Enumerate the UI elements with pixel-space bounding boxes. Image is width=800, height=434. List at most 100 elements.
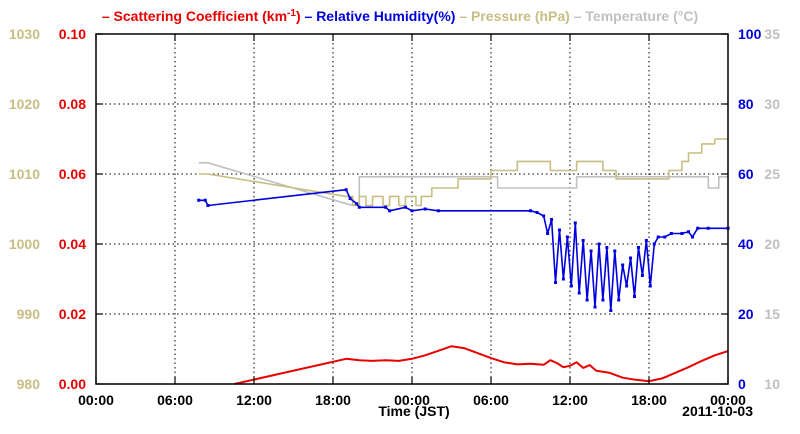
rh-point xyxy=(644,239,648,242)
x-tick-label: 18:00 xyxy=(315,392,351,408)
legend-entry-scat: – xyxy=(102,8,114,24)
rh-point xyxy=(597,242,601,246)
rh-point xyxy=(344,188,348,192)
date-label: 2011-10-03 xyxy=(682,403,753,419)
x-tick-label: 12:00 xyxy=(552,392,588,408)
rh-point xyxy=(663,235,667,239)
x-tick-label: 00:00 xyxy=(78,392,114,408)
scat-axis-tick-label: 0.04 xyxy=(59,236,86,252)
rh-point xyxy=(569,284,573,288)
rh-point xyxy=(648,284,652,288)
rh-point xyxy=(656,235,660,239)
legend-entry-rh: – xyxy=(301,8,317,24)
rh-point xyxy=(423,207,427,211)
rh-point xyxy=(535,211,539,214)
pres-axis-tick-label: 1000 xyxy=(9,236,40,252)
rh-series xyxy=(197,188,730,312)
rh-point xyxy=(589,249,593,253)
rh-point xyxy=(529,209,532,213)
scat-series xyxy=(234,345,729,385)
pres-axis-tick-label: 1020 xyxy=(9,96,40,112)
rh-point xyxy=(609,309,613,312)
rh-point xyxy=(669,232,673,235)
rh-point xyxy=(640,274,644,277)
x-tick-label: 12:00 xyxy=(236,392,272,408)
pres-axis-tick-label: 980 xyxy=(17,376,41,392)
x-tick-label: 00:00 xyxy=(710,392,746,408)
temp-axis-tick-label: 35 xyxy=(764,26,780,42)
scat-line xyxy=(234,345,729,385)
grid xyxy=(96,34,728,384)
rh-point xyxy=(197,198,201,202)
rh-point xyxy=(617,298,621,302)
rh-axis-tick-label: 0 xyxy=(738,376,746,392)
rh-point xyxy=(384,205,388,209)
rh-point xyxy=(206,204,210,207)
rh-axis-tick-label: 20 xyxy=(738,306,754,322)
rh-point xyxy=(557,228,561,232)
rh-point xyxy=(633,295,637,298)
rh-point xyxy=(403,205,407,209)
pres-line xyxy=(198,138,728,207)
pres-axis-tick-label: 990 xyxy=(17,306,41,322)
temp-line xyxy=(198,162,728,206)
rh-point xyxy=(696,226,700,230)
rh-point xyxy=(621,263,625,267)
rh-point xyxy=(652,242,656,246)
rh-point xyxy=(546,232,550,235)
legend-entry-pres: – xyxy=(455,8,471,24)
x-tick-label: 06:00 xyxy=(157,392,193,408)
rh-point xyxy=(625,284,629,288)
rh-point xyxy=(613,249,617,253)
temp-axis-tick-label: 25 xyxy=(764,166,780,182)
rh-point xyxy=(605,246,609,249)
rh-axis-tick-label: 100 xyxy=(738,26,762,42)
x-tick-label: 18:00 xyxy=(631,392,667,408)
series-layer xyxy=(197,138,730,385)
scat-axis-tick-label: 0.00 xyxy=(59,376,86,392)
rh-point xyxy=(629,256,633,260)
rh-point xyxy=(601,298,605,302)
x-axis: 00:00 06:00 12:00 18:00 00:00 06:00 12:00 18:00… xyxy=(78,34,746,408)
rh-point xyxy=(565,235,569,239)
rh-point xyxy=(577,291,581,295)
rh-point xyxy=(357,205,361,209)
scat-axis-tick-label: 0.06 xyxy=(59,166,86,182)
rh-point xyxy=(203,198,207,202)
rh-point xyxy=(355,202,359,206)
svg-text:– Scattering Coefficient (km-1: – Scattering Coefficient (km-1) – Relati… xyxy=(102,8,698,25)
rh-point xyxy=(636,246,640,249)
rh-point xyxy=(585,298,589,302)
rh-point xyxy=(581,239,585,242)
rh-axis-tick-label: 40 xyxy=(738,236,754,252)
legend-entry-temp: – xyxy=(570,8,586,24)
y-axes: 0.000.020.040.060.080.109809901000101010… xyxy=(9,26,780,392)
rh-point xyxy=(348,197,352,200)
scat-axis-tick-label: 0.10 xyxy=(59,26,86,42)
temp-axis-tick-label: 30 xyxy=(764,96,780,112)
rh-point xyxy=(554,281,558,284)
rh-point xyxy=(542,214,546,218)
temp-axis-tick-label: 10 xyxy=(764,376,780,392)
rh-point xyxy=(687,230,690,234)
scat-axis-tick-label: 0.08 xyxy=(59,96,86,112)
rh-point xyxy=(410,209,414,213)
rh-point xyxy=(388,209,392,213)
pres-axis-tick-label: 1010 xyxy=(9,166,40,182)
rh-axis-tick-label: 80 xyxy=(738,96,754,112)
rh-point xyxy=(690,235,694,239)
rh-point xyxy=(550,218,554,221)
temp-axis-tick-label: 20 xyxy=(764,236,780,252)
x-axis-label: Time (JST) xyxy=(378,403,449,419)
temp-series xyxy=(198,162,728,206)
rh-axis-tick-label: 60 xyxy=(738,166,754,182)
rh-point xyxy=(706,226,710,230)
scat-axis-tick-label: 0.02 xyxy=(59,306,86,322)
x-tick-label: 00:00 xyxy=(394,392,430,408)
rh-point xyxy=(573,221,577,225)
rh-point xyxy=(593,305,597,309)
x-tick-label: 06:00 xyxy=(473,392,509,408)
rh-point xyxy=(680,232,684,235)
temp-axis-tick-label: 15 xyxy=(764,306,780,322)
